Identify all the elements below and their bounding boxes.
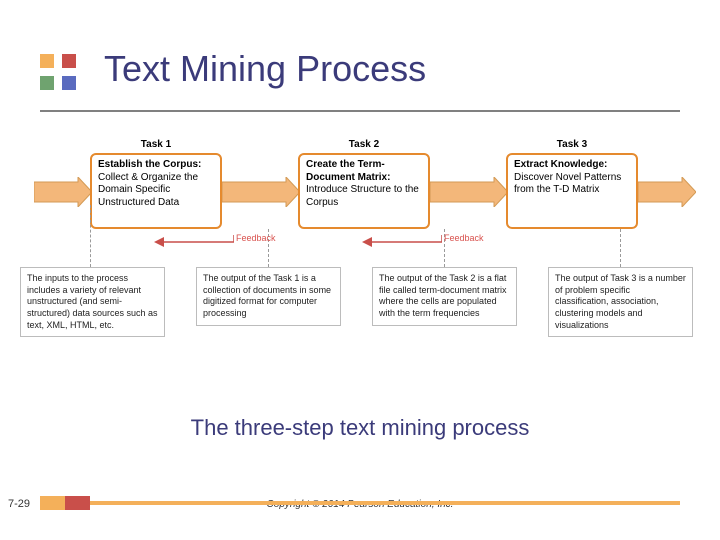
flow-arrow-icon	[638, 177, 696, 207]
task-desc: Collect & Organize the Domain Specific U…	[98, 172, 198, 208]
task-desc: Discover Novel Patterns from the T-D Mat…	[514, 172, 621, 196]
flow-arrow-icon	[222, 177, 300, 207]
title-underline	[40, 110, 680, 112]
footer-chip-seg	[40, 496, 65, 510]
description-box: The output of the Task 1 is a collection…	[196, 267, 341, 326]
task-box: Create the Term-Document Matrix:Introduc…	[298, 153, 430, 229]
footer-bar	[40, 496, 680, 510]
connector-dashed	[90, 205, 91, 267]
task-label: Task 3	[512, 139, 632, 150]
bullet-square	[40, 54, 54, 68]
flow-arrow-icon	[34, 177, 92, 207]
bullet-square	[40, 76, 54, 90]
feedback-arrow-icon	[362, 235, 442, 249]
description-box: The inputs to the process includes a var…	[20, 267, 165, 337]
task-desc: Introduce Structure to the Corpus	[306, 184, 419, 208]
bullet-square	[62, 54, 76, 68]
feedback-label: Feedback	[236, 233, 276, 243]
task-label: Task 2	[304, 139, 424, 150]
feedback-label: Feedback	[444, 233, 484, 243]
footer-line	[90, 501, 680, 505]
connector-dashed	[620, 229, 621, 267]
description-box: The output of the Task 2 is a flat file …	[372, 267, 517, 326]
task-box: Extract Knowledge:Discover Novel Pattern…	[506, 153, 638, 229]
task-title: Create the Term-Document Matrix:	[306, 159, 422, 184]
bullet-square	[62, 76, 76, 90]
feedback-arrow-icon	[154, 235, 234, 249]
footer-chip	[40, 496, 90, 510]
process-diagram: Task 1 Establish the Corpus:Collect & Org…	[20, 135, 700, 365]
diagram-caption: The three-step text mining process	[0, 415, 720, 441]
flow-arrow-icon	[430, 177, 508, 207]
description-box: The output of Task 3 is a number of prob…	[548, 267, 693, 337]
task-title: Establish the Corpus:	[98, 159, 214, 172]
task-title: Extract Knowledge:	[514, 159, 630, 172]
task-label: Task 1	[96, 139, 216, 150]
footer-chip-seg	[65, 496, 90, 510]
task-box: Establish the Corpus:Collect & Organize …	[90, 153, 222, 229]
page-title: Text Mining Process	[104, 48, 426, 90]
title-bullet-grid	[40, 54, 80, 94]
